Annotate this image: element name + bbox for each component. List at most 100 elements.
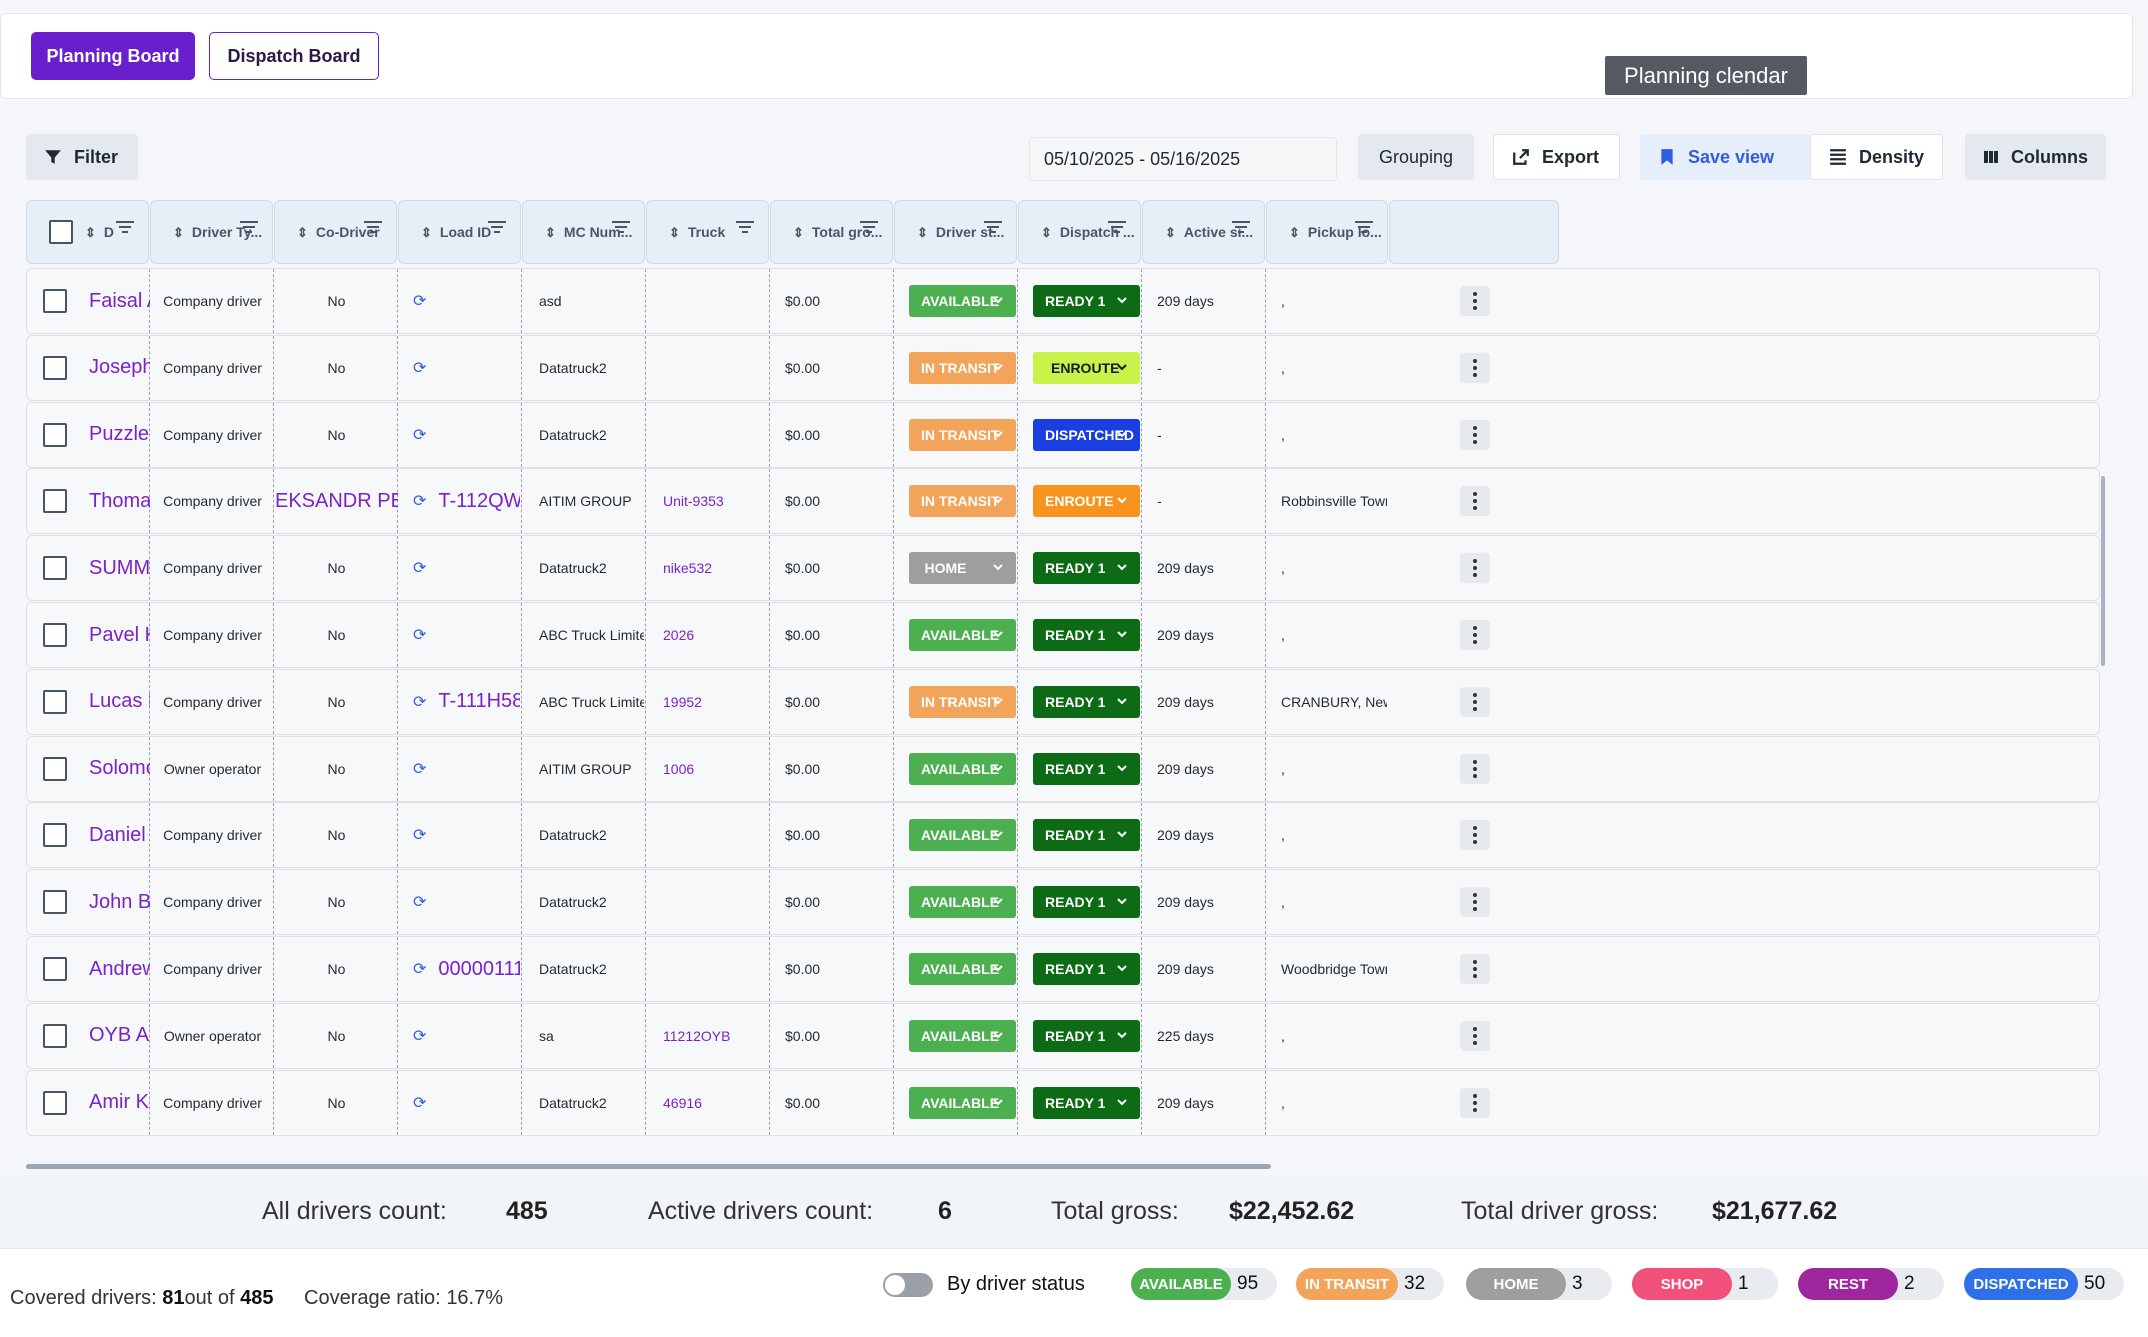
status-legend-item[interactable]: SHOP 1 — [1632, 1268, 1778, 1300]
driver-status-dropdown[interactable]: AVAILABLE — [909, 752, 1016, 785]
column-filter-icon[interactable] — [240, 221, 258, 235]
column-header-dispatch-status[interactable]: ⇕ Dispatch ... — [1018, 200, 1141, 264]
dispatch-status-dropdown[interactable]: READY 1 — [1033, 1086, 1140, 1119]
driver-name-link[interactable]: Pavel Ka — [89, 623, 150, 646]
sort-icon[interactable]: ⇕ — [1041, 224, 1052, 240]
refresh-icon[interactable]: ⟳ — [413, 894, 427, 912]
by-driver-status-toggle[interactable] — [883, 1273, 933, 1297]
sort-icon[interactable]: ⇕ — [297, 224, 308, 240]
column-header-load-id[interactable]: ⇕ Load ID — [398, 200, 521, 264]
column-header-co-driver[interactable]: ⇕ Co-Driver — [274, 200, 397, 264]
more-actions-icon[interactable] — [1460, 820, 1490, 851]
density-button[interactable]: Density — [1810, 134, 1943, 180]
truck-link[interactable]: 46916 — [663, 1094, 702, 1111]
dispatch-status-dropdown[interactable]: ENROUTE — [1033, 351, 1140, 384]
driver-name-link[interactable]: Puzzle M — [89, 423, 150, 446]
column-filter-icon[interactable] — [860, 221, 878, 235]
row-checkbox[interactable] — [43, 689, 67, 714]
refresh-icon[interactable]: ⟳ — [413, 560, 427, 578]
driver-status-dropdown[interactable]: IN TRANSIT — [909, 685, 1016, 718]
more-actions-icon[interactable] — [1460, 753, 1490, 784]
driver-status-dropdown[interactable]: AVAILABLE — [909, 953, 1016, 985]
status-legend-item[interactable]: REST 2 — [1798, 1268, 1944, 1300]
more-actions-icon[interactable] — [1460, 686, 1490, 717]
driver-name-link[interactable]: Lucas M — [89, 690, 150, 713]
refresh-icon[interactable]: ⟳ — [413, 359, 427, 377]
refresh-icon[interactable]: ⟳ — [413, 426, 427, 444]
filter-button[interactable]: Filter — [26, 134, 138, 180]
table-row[interactable]: Andrew Company driver No ⟳ 00000111 Datatruck… — [26, 936, 2100, 1002]
truck-link[interactable]: 19952 — [663, 693, 702, 710]
more-actions-icon[interactable] — [1460, 286, 1490, 316]
dispatch-status-dropdown[interactable]: READY 1 — [1033, 685, 1140, 718]
column-header-mc-number[interactable]: ⇕ MC Num... — [522, 200, 645, 264]
select-all-checkbox[interactable] — [49, 220, 73, 244]
driver-name-link[interactable]: Solomor — [89, 757, 150, 780]
more-actions-icon[interactable] — [1460, 954, 1490, 984]
row-checkbox[interactable] — [43, 289, 67, 313]
driver-name-link[interactable]: Faisal Ar — [89, 289, 150, 312]
refresh-icon[interactable]: ⟳ — [413, 293, 427, 310]
dispatch-status-dropdown[interactable]: DISPATCHED — [1033, 418, 1140, 451]
horizontal-scrollbar[interactable] — [26, 1164, 1271, 1169]
driver-status-dropdown[interactable]: AVAILABLE — [909, 285, 1016, 317]
driver-name-link[interactable]: Joseph T — [89, 356, 150, 379]
sort-icon[interactable]: ⇕ — [1289, 224, 1300, 240]
more-actions-icon[interactable] — [1460, 620, 1490, 650]
dispatch-status-dropdown[interactable]: READY 1 — [1033, 619, 1140, 651]
column-filter-icon[interactable] — [488, 221, 506, 235]
driver-status-dropdown[interactable]: IN TRANSIT — [909, 351, 1016, 384]
column-filter-icon[interactable] — [1232, 221, 1250, 235]
more-actions-icon[interactable] — [1460, 352, 1490, 383]
driver-name-link[interactable]: Thomas — [89, 489, 150, 512]
dispatch-status-dropdown[interactable]: READY 1 — [1033, 752, 1140, 785]
truck-link[interactable]: Unit-9353 — [663, 493, 724, 510]
more-actions-icon[interactable] — [1460, 1087, 1490, 1118]
sort-icon[interactable]: ⇕ — [173, 224, 184, 240]
row-checkbox[interactable] — [43, 1090, 67, 1115]
table-row[interactable]: SUMMIR Company driver No ⟳ Datatruck2 nike532… — [26, 535, 2100, 602]
row-checkbox[interactable] — [43, 422, 67, 447]
status-legend-item[interactable]: HOME 3 — [1466, 1268, 1612, 1300]
driver-name-link[interactable]: Amir Kha — [89, 1091, 150, 1114]
dispatch-status-dropdown[interactable]: READY 1 — [1033, 819, 1140, 852]
status-legend-item[interactable]: DISPATCHED 50 — [1964, 1268, 2124, 1300]
sort-icon[interactable]: ⇕ — [545, 224, 556, 240]
table-row[interactable]: Pavel Ka Company driver No ⟳ ABC Truck Limit… — [26, 602, 2100, 668]
columns-button[interactable]: Columns — [1965, 134, 2106, 180]
column-filter-icon[interactable] — [116, 221, 134, 235]
more-actions-icon[interactable] — [1460, 553, 1490, 584]
more-actions-icon[interactable] — [1460, 486, 1490, 517]
refresh-icon[interactable]: ⟳ — [413, 627, 427, 644]
vertical-scrollbar[interactable] — [2101, 476, 2105, 666]
tab-dispatch-board[interactable]: Dispatch Board — [209, 32, 379, 80]
status-legend-item[interactable]: IN TRANSIT 32 — [1296, 1268, 1444, 1300]
co-driver-link[interactable]: EKSANDR PELT — [275, 489, 398, 512]
dispatch-status-dropdown[interactable]: READY 1 — [1033, 953, 1140, 985]
dispatch-status-dropdown[interactable]: READY 1 — [1033, 552, 1140, 585]
row-checkbox[interactable] — [43, 489, 67, 514]
row-checkbox[interactable] — [43, 823, 67, 848]
sort-icon[interactable]: ⇕ — [917, 224, 928, 240]
table-row[interactable]: John Bu Company driver No ⟳ Datatruck2 $0.00 A… — [26, 869, 2100, 936]
row-checkbox[interactable] — [43, 756, 67, 781]
column-filter-icon[interactable] — [364, 221, 382, 235]
load-id-link[interactable]: 00000111 — [438, 957, 520, 980]
driver-name-link[interactable]: Andrew — [89, 957, 150, 980]
dispatch-status-dropdown[interactable]: ENROUTE — [1033, 485, 1140, 518]
column-filter-icon[interactable] — [1355, 221, 1373, 235]
dispatch-status-dropdown[interactable]: READY 1 — [1033, 285, 1140, 317]
table-row[interactable]: Solomor Owner operator No ⟳ AITIM GROUP 1006 $… — [26, 735, 2100, 802]
driver-status-dropdown[interactable]: AVAILABLE — [909, 886, 1016, 919]
row-checkbox[interactable] — [43, 623, 67, 647]
driver-name-link[interactable]: Daniel H — [89, 823, 150, 846]
truck-link[interactable]: 1006 — [663, 760, 695, 777]
column-filter-icon[interactable] — [736, 221, 754, 235]
tab-planning-board[interactable]: Planning Board — [31, 32, 195, 80]
column-filter-icon[interactable] — [984, 221, 1002, 235]
status-legend-item[interactable]: AVAILABLE 95 — [1131, 1268, 1277, 1300]
driver-name-link[interactable]: OYB A — [89, 1024, 150, 1047]
sort-icon[interactable]: ⇕ — [669, 224, 680, 240]
driver-status-dropdown[interactable]: HOME — [909, 552, 1016, 585]
table-row[interactable]: Daniel H Company driver No ⟳ Datatruck2 $0.00… — [26, 802, 2100, 869]
